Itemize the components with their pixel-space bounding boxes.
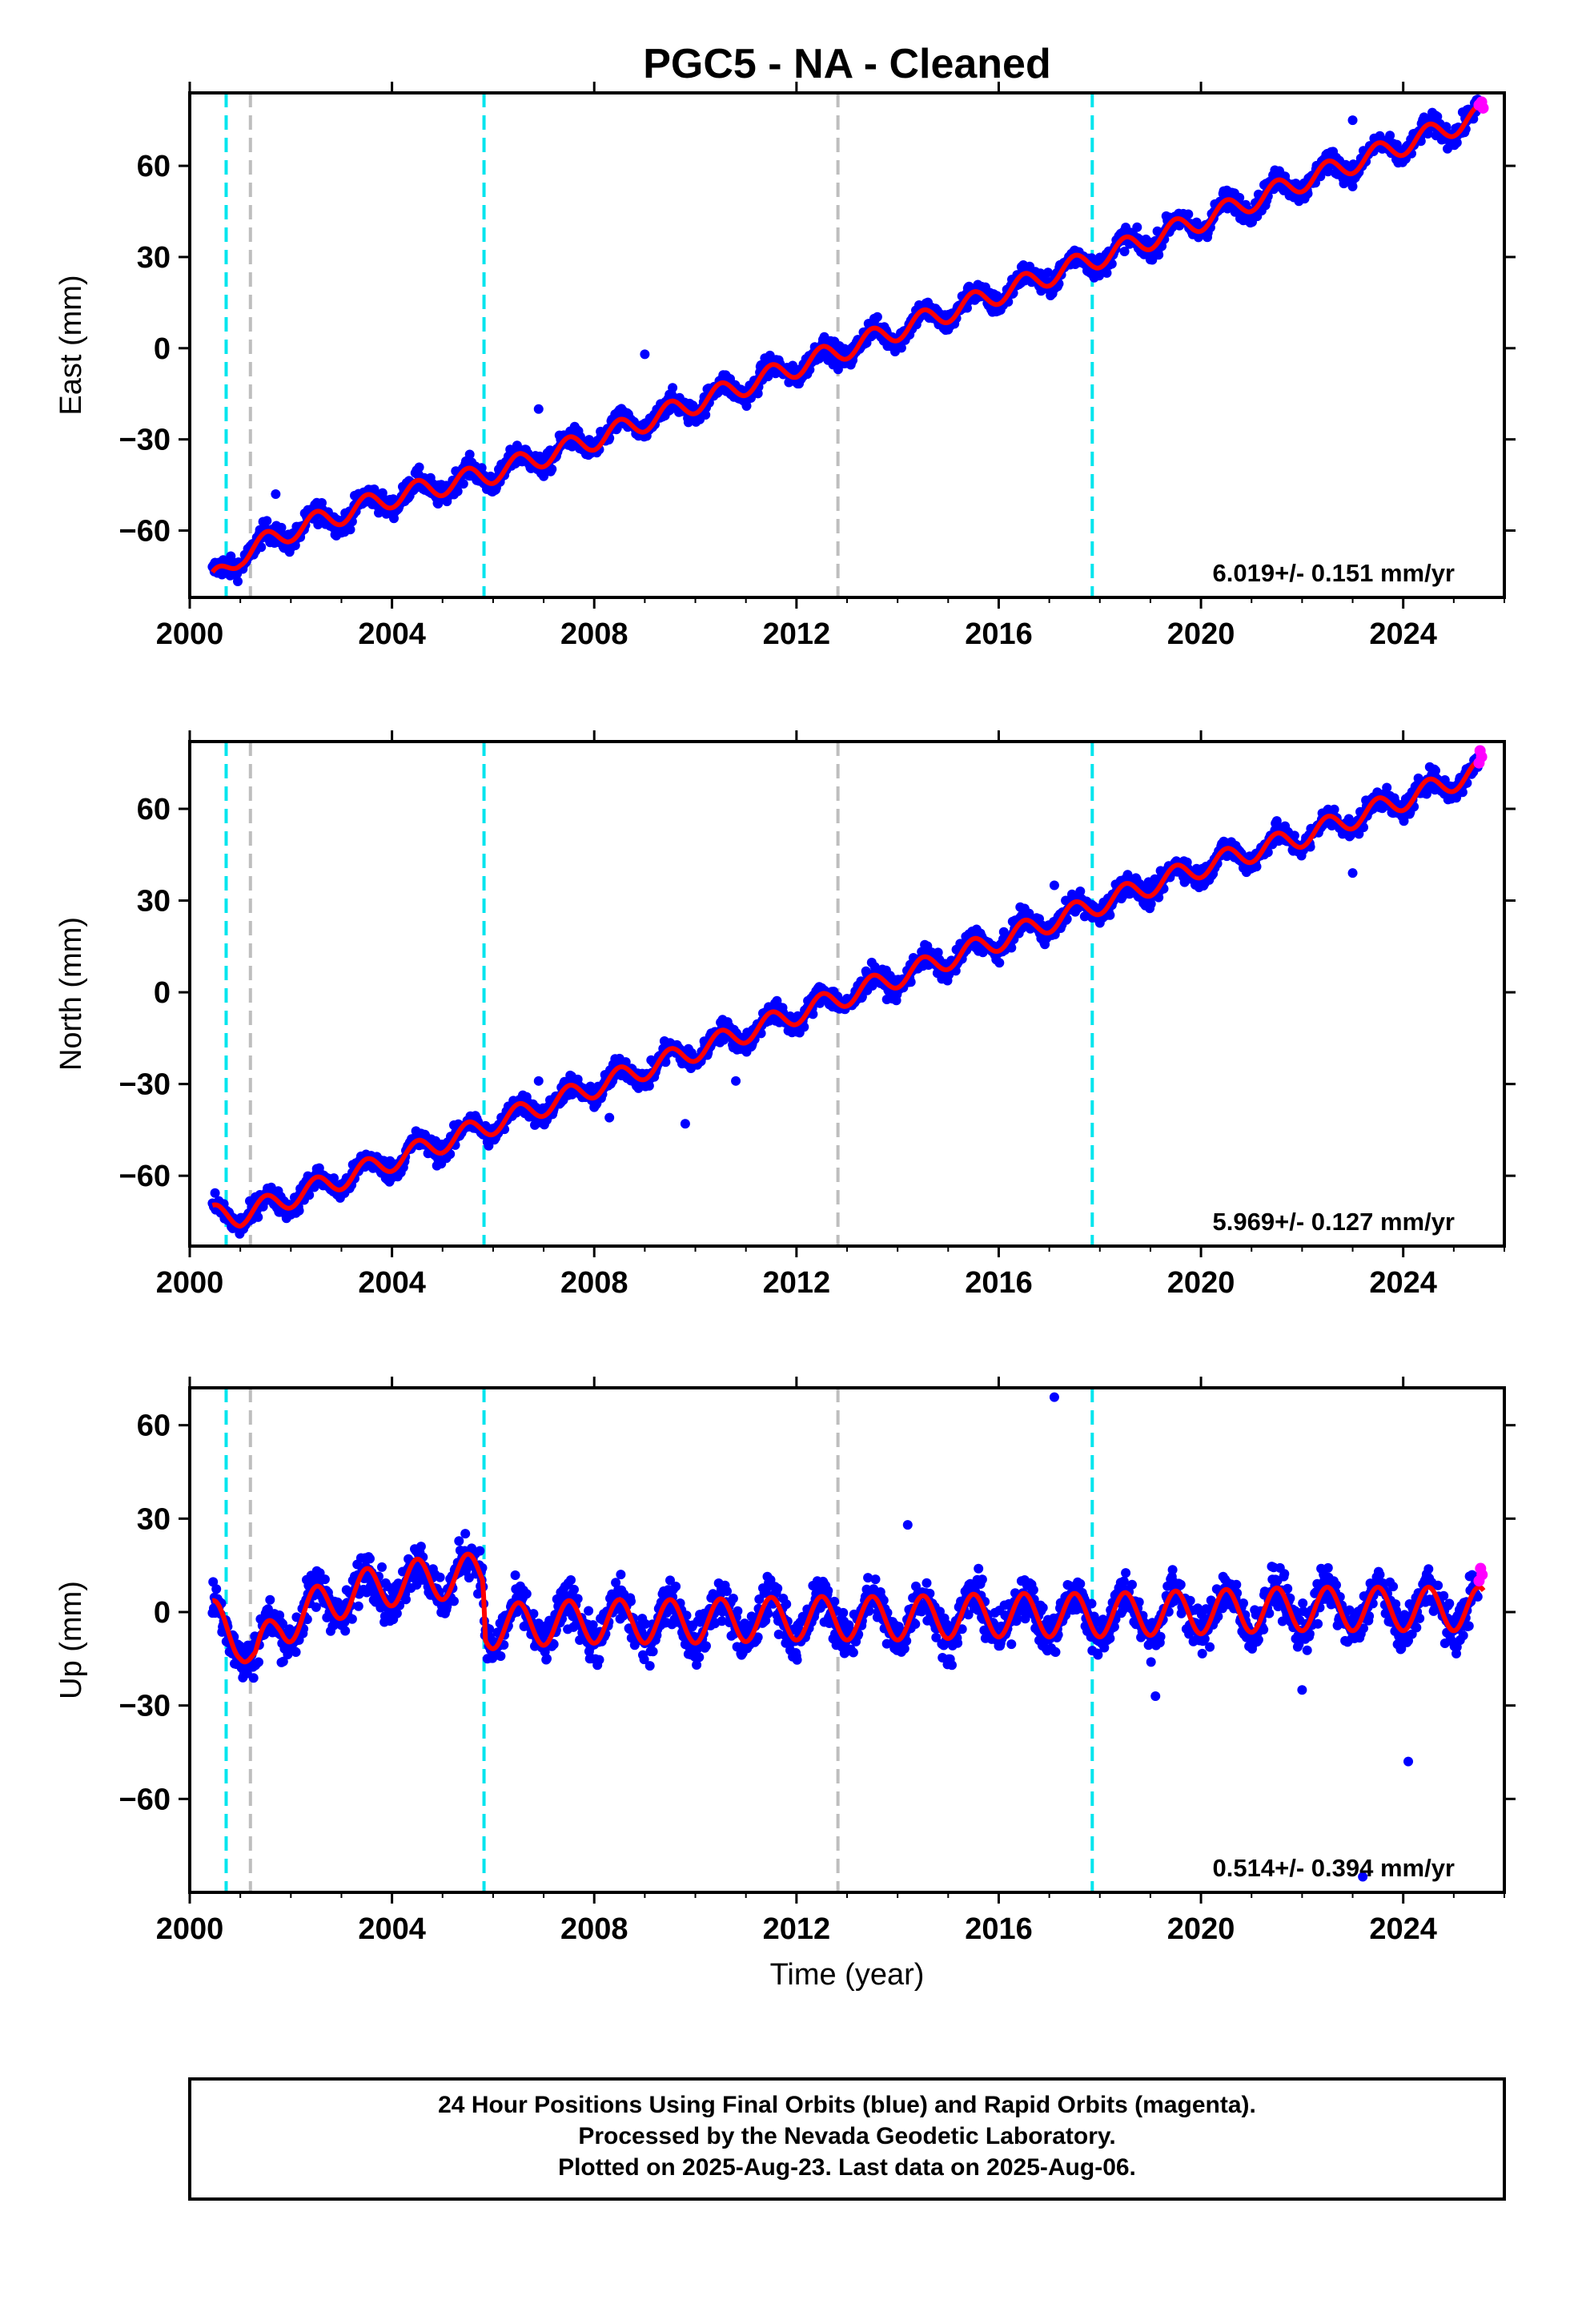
north-panel: 2000 2004 2008 2012 2016 2020 2024 −60 −30 0 30 60 N…	[54, 730, 1516, 1300]
final-position-point	[454, 1536, 464, 1546]
final-position-point	[340, 1626, 351, 1636]
y-tick-label: 30	[137, 885, 171, 919]
final-position-point	[353, 1601, 363, 1611]
rapid-position-point	[1477, 102, 1489, 114]
outlier-point	[640, 349, 650, 360]
y-tick-label: 60	[137, 150, 171, 183]
final-position-point	[347, 1614, 357, 1624]
x-tick-label: 2000	[156, 617, 224, 651]
final-position-point	[377, 1562, 387, 1572]
y-tick-label: 0	[154, 332, 171, 366]
final-position-point	[694, 1652, 705, 1663]
final-position-point	[311, 1602, 321, 1612]
final-position-point	[648, 1647, 658, 1657]
final-position-point	[701, 1641, 711, 1651]
final-position-point	[1382, 782, 1392, 793]
final-position-point	[475, 1546, 485, 1556]
final-position-point	[265, 1594, 275, 1605]
final-position-point	[994, 958, 1005, 968]
y-tick-label: 30	[137, 241, 171, 275]
final-position-point	[1329, 804, 1339, 814]
final-position-point	[542, 1654, 552, 1664]
x-tick-label: 2004	[358, 617, 426, 651]
outlier-point	[271, 489, 281, 499]
final-position-point	[414, 462, 424, 472]
final-position-point	[416, 1542, 426, 1552]
final-position-point	[521, 1589, 532, 1599]
y-tick-label: 60	[137, 793, 171, 826]
final-position-point	[319, 1574, 330, 1585]
final-position-point	[365, 1554, 375, 1564]
final-position-point	[291, 1647, 301, 1657]
final-position-point	[248, 1673, 259, 1683]
x-tick-label: 2012	[763, 1266, 831, 1300]
x-tick-label: 2008	[560, 1266, 628, 1300]
final-position-point	[233, 577, 243, 586]
x-tick-label: 2016	[965, 617, 1033, 651]
final-position-point	[253, 1212, 263, 1222]
x-tick-label: 2016	[965, 1266, 1033, 1300]
final-position-point	[584, 1606, 594, 1616]
x-tick-label: 2008	[560, 617, 628, 651]
outlier-point	[1347, 868, 1358, 879]
figure-title: PGC5 - NA - Cleaned	[643, 41, 1051, 87]
final-position-point	[644, 1661, 655, 1671]
final-position-point	[1154, 250, 1164, 260]
east-panel: 2000 2004 2008 2012 2016 2020 2024 −60 −30 0 30 60 E…	[54, 82, 1516, 651]
final-position-point	[872, 312, 882, 322]
final-position-point	[1347, 181, 1358, 191]
y-axis-label: East (mm)	[54, 275, 88, 415]
x-tick-label: 2020	[1167, 1266, 1235, 1300]
up-panel: 2000 2004 2008 2012 2016 2020 2024−60−3003060U…	[54, 1377, 1516, 1946]
final-position-point	[211, 1584, 222, 1594]
final-position-point	[594, 1655, 604, 1665]
x-tick-label: 2004	[358, 1266, 426, 1300]
final-position-point	[496, 1651, 506, 1661]
x-tick-label: 2024	[1369, 617, 1437, 651]
rapid-position-point	[1476, 751, 1488, 763]
outlier-point	[680, 1119, 690, 1129]
y-axis-label: North (mm)	[54, 917, 88, 1071]
final-position-point	[401, 1594, 411, 1605]
y-tick-label: −60	[119, 515, 171, 549]
y-tick-label: −30	[119, 1068, 171, 1102]
outlier-point	[1347, 115, 1358, 126]
outlier-point	[1049, 880, 1059, 891]
final-position-point	[1132, 222, 1142, 232]
final-position-point	[1183, 209, 1194, 219]
final-position-point	[345, 525, 355, 535]
final-position-point	[671, 1582, 681, 1591]
x-tick-label: 2012	[763, 617, 831, 651]
outlier-point	[731, 1076, 741, 1086]
x-tick-label: 2000	[156, 1266, 224, 1300]
x-tick-label: 2020	[1167, 617, 1235, 651]
rate-annotation: 6.019+/- 0.151 mm/yr	[1213, 559, 1455, 587]
final-position-point	[262, 516, 272, 526]
final-position-point	[569, 1584, 579, 1594]
final-position-point	[254, 1657, 263, 1667]
y-tick-label: −30	[119, 424, 171, 457]
final-position-point	[460, 1529, 471, 1539]
final-position-point	[256, 542, 267, 553]
outlier-point	[533, 404, 544, 414]
final-position-point	[616, 1570, 626, 1580]
final-position-point	[722, 1586, 732, 1596]
outlier-point	[604, 1112, 615, 1123]
y-tick-label: 0	[154, 976, 171, 1010]
final-position-point	[510, 1570, 520, 1580]
y-tick-label: −60	[119, 1160, 171, 1193]
final-position-point	[276, 522, 287, 533]
rate-annotation: 5.969+/- 0.127 mm/yr	[1213, 1208, 1455, 1236]
final-position-point	[566, 1575, 576, 1585]
final-position-point	[449, 1596, 459, 1606]
final-position-point	[435, 1572, 445, 1582]
final-position-point	[668, 383, 678, 393]
outlier-point	[533, 1076, 544, 1086]
final-position-point	[728, 1594, 738, 1603]
final-position-point	[458, 479, 468, 489]
x-tick-label: 2024	[1369, 1266, 1437, 1300]
